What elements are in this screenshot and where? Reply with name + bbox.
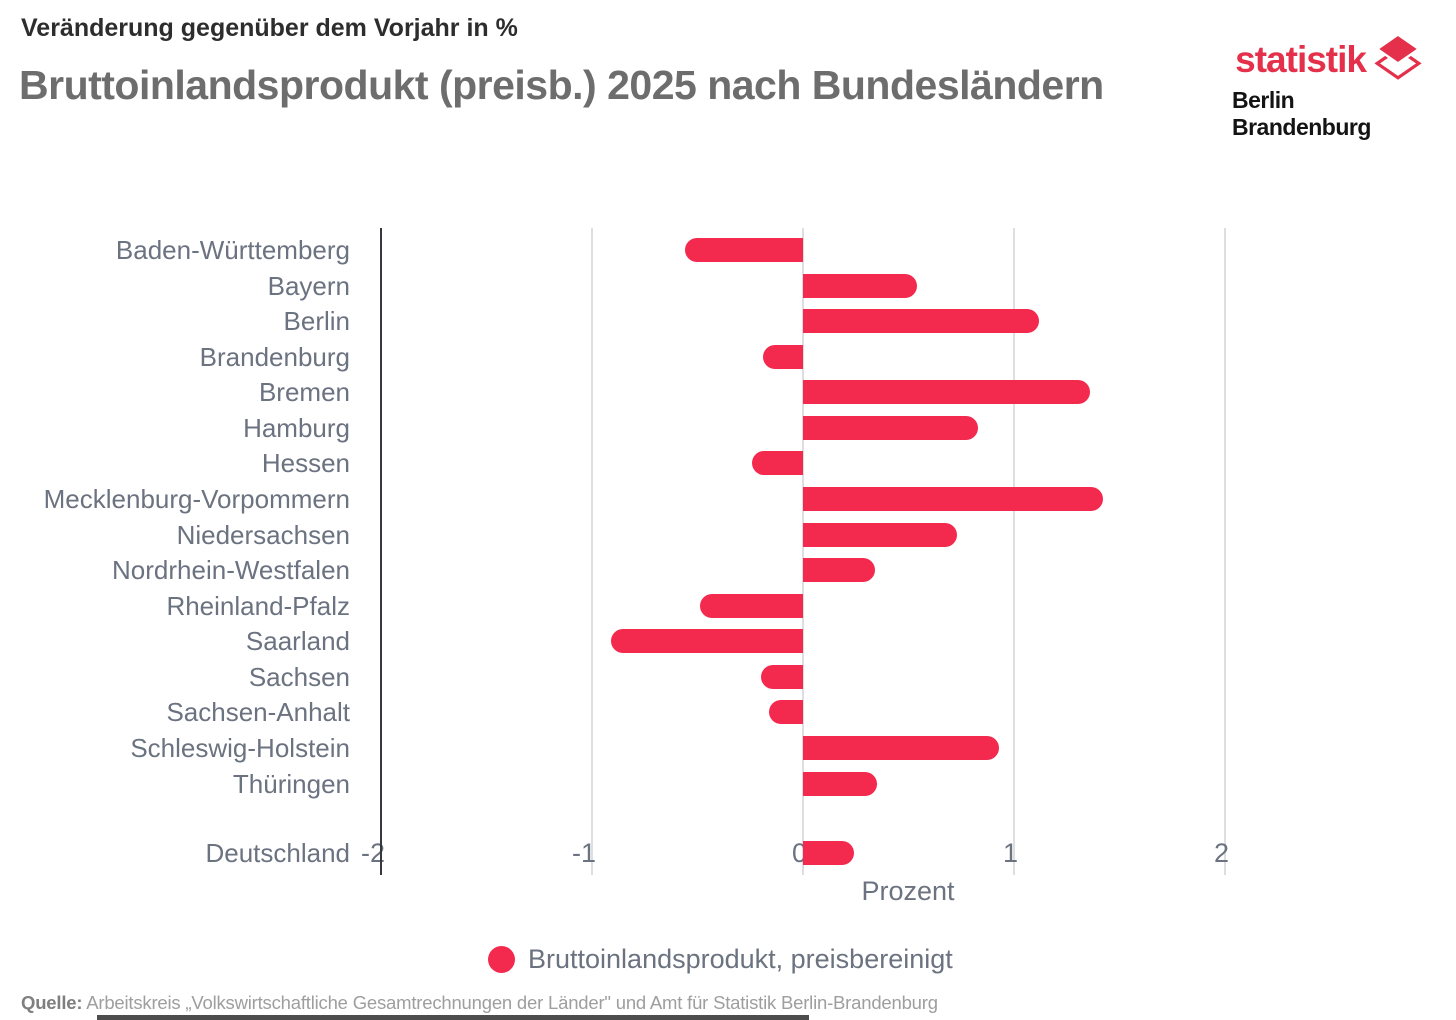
bar-thüringen[interactable] <box>803 771 877 796</box>
category-label-bremen: Bremen <box>258 377 350 408</box>
gridline-x-0 <box>802 228 804 875</box>
category-label-saarland: Saarland <box>245 626 350 657</box>
logo-region-text: Berlin Brandenburg <box>1232 87 1371 140</box>
bar-baden-württemberg[interactable] <box>684 238 803 262</box>
x-tick-label-0: 0 <box>791 838 807 868</box>
stacked-diamonds-icon <box>1374 33 1422 85</box>
logo-brand-text: statistik <box>1235 38 1367 80</box>
category-label-thüringen: Thüringen <box>232 768 350 799</box>
gridline-x-2 <box>1224 228 1226 875</box>
category-label-rheinland-pfalz: Rheinland-Pfalz <box>166 590 350 621</box>
bar-sachsen-anhalt[interactable] <box>769 700 803 725</box>
statistik-berlin-brandenburg-logo: statistik Berlin Brandenburg <box>1232 33 1422 141</box>
bar-saarland[interactable] <box>610 629 803 654</box>
category-label-mecklenburg-vorpommern: Mecklenburg-Vorpommern <box>43 483 350 514</box>
bar-deutschland[interactable] <box>803 841 854 865</box>
category-label-brandenburg: Brandenburg <box>199 341 350 372</box>
gridline-x-1 <box>1013 228 1015 875</box>
category-label-bayern: Bayern <box>267 270 350 301</box>
bar-bremen[interactable] <box>803 380 1090 405</box>
legend-marker-icon <box>488 946 515 973</box>
category-label-hamburg: Hamburg <box>243 412 350 443</box>
bar-hessen[interactable] <box>752 451 803 476</box>
bar-nordrhein-westfalen[interactable] <box>803 558 875 583</box>
bar-sachsen[interactable] <box>760 664 803 689</box>
chart-subtitle: Veränderung gegenüber dem Vorjahr in % <box>21 14 518 42</box>
bar-rheinland-pfalz[interactable] <box>699 593 803 618</box>
category-label-deutschland: Deutschland <box>205 838 350 868</box>
gridline-x--2 <box>380 228 382 875</box>
legend: Bruttoinlandsprodukt, preisbereinigt <box>488 944 953 975</box>
source-label: Quelle: <box>21 992 83 1013</box>
chart-title: Bruttoinlandsprodukt (preisb.) 2025 nach… <box>19 62 1104 108</box>
category-label-hessen: Hessen <box>261 448 350 479</box>
x-axis-title: Prozent <box>861 876 955 906</box>
x-tick-label--1: -1 <box>571 838 596 868</box>
category-label-sachsen-anhalt: Sachsen-Anhalt <box>166 697 350 728</box>
category-label-niedersachsen: Niedersachsen <box>176 519 350 550</box>
category-label-berlin: Berlin <box>283 306 350 337</box>
bar-hamburg[interactable] <box>803 415 979 440</box>
gridline-x--1 <box>591 228 593 875</box>
legend-label: Bruttoinlandsprodukt, preisbereinigt <box>528 944 953 974</box>
bar-mecklenburg-vorpommern[interactable] <box>803 486 1103 511</box>
x-tick-label-1: 1 <box>1002 838 1018 868</box>
bar-bayern[interactable] <box>803 273 917 298</box>
source-text: Arbeitskreis „Volkswirtschaftliche Gesam… <box>86 992 938 1013</box>
bar-schleswig-holstein[interactable] <box>803 735 1000 760</box>
bar-niedersachsen[interactable] <box>803 522 958 547</box>
bar-berlin[interactable] <box>803 309 1040 334</box>
category-label-baden-württemberg: Baden-Württemberg <box>115 235 350 265</box>
source-line: Quelle: Arbeitskreis „Volkswirtschaftlic… <box>21 992 938 1014</box>
category-label-sachsen: Sachsen <box>248 661 350 692</box>
x-tick-label-2: 2 <box>1213 838 1229 868</box>
category-label-schleswig-holstein: Schleswig-Holstein <box>130 732 350 763</box>
bar-brandenburg[interactable] <box>762 344 803 369</box>
cropped-bottom-element <box>97 1015 809 1020</box>
category-label-nordrhein-westfalen: Nordrhein-Westfalen <box>112 555 350 586</box>
